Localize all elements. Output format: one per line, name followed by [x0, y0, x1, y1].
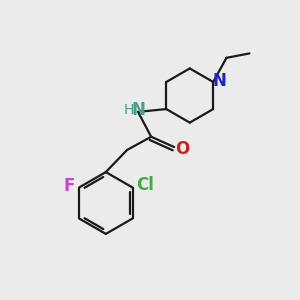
- Text: Cl: Cl: [136, 176, 154, 194]
- Text: H: H: [124, 103, 134, 117]
- Text: O: O: [175, 140, 189, 158]
- Text: N: N: [132, 101, 145, 119]
- Text: N: N: [213, 72, 226, 90]
- Text: F: F: [63, 177, 74, 195]
